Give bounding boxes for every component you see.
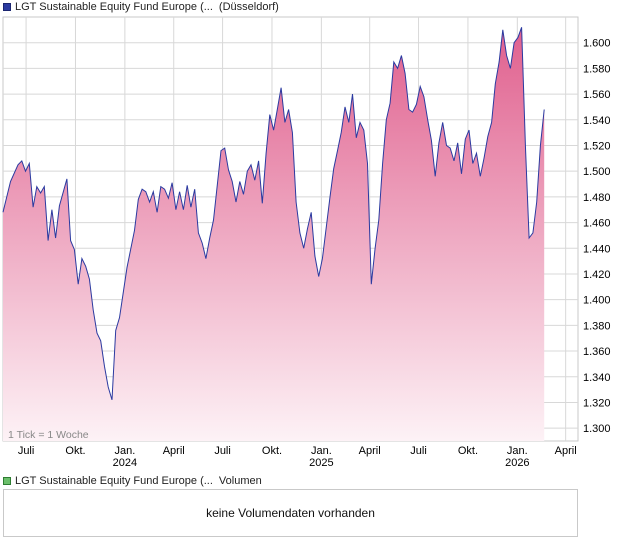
volume-empty-message: keine Volumendaten vorhanden <box>206 506 375 520</box>
x-tick-label: Juli <box>214 445 231 457</box>
price-legend-exchange: (Düsseldorf) <box>218 1 279 13</box>
y-tick-label: 1.340 <box>583 372 611 384</box>
y-tick-label: 1.500 <box>583 166 611 178</box>
y-tick-label: 1.420 <box>583 269 611 281</box>
y-axis: 1.300 1.320 1.340 1.360 1.380 1.400 1.420 1.440… <box>583 38 611 435</box>
price-area <box>3 27 545 442</box>
price-line <box>2 27 545 401</box>
x-tick-label: April <box>359 445 381 457</box>
x-year-label: 2024 <box>113 457 137 469</box>
volume-legend-label: Volumen <box>218 475 262 487</box>
y-tick-label: 1.400 <box>583 295 611 307</box>
x-tick-label: Juli <box>410 445 427 457</box>
x-tick-label: Jan. <box>507 445 528 457</box>
y-tick-label: 1.380 <box>583 320 611 332</box>
price-legend-series: LGT Sustainable Equity Fund Europe (... <box>15 1 213 13</box>
y-tick-label: 1.320 <box>583 397 611 409</box>
y-tick-label: 1.560 <box>583 89 611 101</box>
x-tick-label: Okt. <box>262 445 282 457</box>
y-tick-label: 1.360 <box>583 346 611 358</box>
volume-legend-series: LGT Sustainable Equity Fund Europe (... <box>15 475 213 487</box>
x-tick-label: Okt. <box>65 445 85 457</box>
price-legend: LGT Sustainable Equity Fund Europe (... … <box>3 0 279 14</box>
x-tick-label: April <box>555 445 577 457</box>
y-tick-label: 1.480 <box>583 192 611 204</box>
x-year-label: 2025 <box>309 457 333 469</box>
y-tick-label: 1.600 <box>583 38 611 50</box>
y-tick-label: 1.580 <box>583 63 611 75</box>
x-tick-label: Jan. <box>114 445 135 457</box>
x-tick-label: Juli <box>18 445 35 457</box>
y-tick-label: 1.520 <box>583 140 611 152</box>
x-tick-label: April <box>163 445 185 457</box>
x-year-label: 2026 <box>505 457 529 469</box>
y-tick-label: 1.460 <box>583 218 611 230</box>
x-axis: Juli Okt. Jan. April Juli Okt. Jan. April Juli Ok… <box>18 445 577 469</box>
volume-legend: LGT Sustainable Equity Fund Europe (... … <box>3 474 262 488</box>
tick-interval-note: 1 Tick = 1 Woche <box>8 429 89 441</box>
x-tick-label: Jan. <box>311 445 332 457</box>
price-legend-swatch <box>3 3 11 11</box>
volume-panel: keine Volumendaten vorhanden <box>3 489 578 537</box>
y-tick-label: 1.540 <box>583 115 611 127</box>
x-tick-label: Okt. <box>458 445 478 457</box>
price-chart: 1.300 1.320 1.340 1.360 1.380 1.400 1.420 1.440… <box>2 16 611 469</box>
y-tick-label: 1.300 <box>583 423 611 435</box>
y-tick-label: 1.440 <box>583 243 611 255</box>
volume-legend-swatch <box>3 477 11 485</box>
